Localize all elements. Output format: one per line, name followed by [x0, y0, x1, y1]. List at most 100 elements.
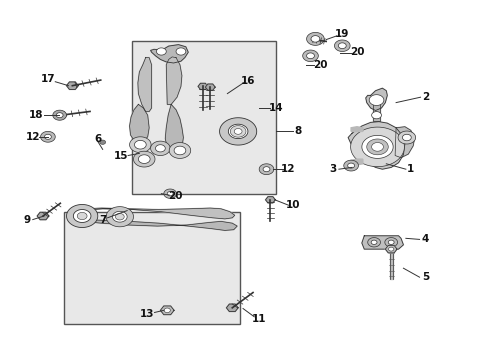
Polygon shape: [306, 32, 324, 45]
Polygon shape: [302, 50, 318, 62]
Polygon shape: [100, 140, 105, 144]
Polygon shape: [165, 104, 183, 149]
Polygon shape: [230, 126, 245, 137]
Text: 11: 11: [251, 314, 266, 324]
Polygon shape: [367, 238, 380, 247]
Text: 8: 8: [294, 126, 301, 136]
Bar: [63, 212, 239, 324]
Polygon shape: [219, 118, 256, 145]
Polygon shape: [366, 139, 387, 155]
Polygon shape: [350, 159, 362, 165]
Polygon shape: [365, 88, 386, 111]
Text: 12: 12: [281, 164, 295, 174]
Text: 12: 12: [26, 132, 41, 142]
Text: 6: 6: [94, 134, 101, 144]
Text: 19: 19: [334, 29, 349, 39]
Polygon shape: [160, 306, 174, 315]
Polygon shape: [263, 167, 269, 172]
Polygon shape: [234, 129, 242, 134]
Text: 20: 20: [349, 47, 364, 57]
Polygon shape: [56, 112, 66, 119]
Polygon shape: [155, 145, 165, 152]
Polygon shape: [384, 238, 397, 247]
Polygon shape: [82, 208, 234, 219]
Text: 15: 15: [114, 150, 128, 161]
Polygon shape: [371, 143, 383, 151]
Text: 18: 18: [28, 110, 43, 120]
Text: 14: 14: [268, 103, 283, 113]
Text: 4: 4: [421, 234, 428, 244]
Polygon shape: [66, 82, 78, 89]
Polygon shape: [370, 240, 376, 244]
Polygon shape: [82, 220, 237, 230]
Polygon shape: [347, 122, 404, 169]
Polygon shape: [389, 250, 392, 279]
Polygon shape: [73, 210, 91, 222]
Text: 20: 20: [312, 60, 327, 70]
Polygon shape: [350, 127, 362, 131]
Polygon shape: [306, 53, 314, 59]
Polygon shape: [198, 83, 207, 90]
Polygon shape: [150, 45, 188, 63]
Polygon shape: [156, 48, 166, 55]
Polygon shape: [166, 57, 182, 104]
Polygon shape: [361, 135, 392, 158]
Polygon shape: [385, 246, 396, 253]
Polygon shape: [350, 127, 404, 167]
Text: 10: 10: [285, 200, 300, 210]
Polygon shape: [174, 146, 185, 155]
Polygon shape: [150, 141, 170, 156]
Polygon shape: [138, 155, 150, 163]
Polygon shape: [41, 131, 55, 142]
Polygon shape: [368, 95, 383, 105]
Polygon shape: [361, 236, 403, 249]
Polygon shape: [66, 204, 98, 228]
Polygon shape: [397, 131, 415, 144]
Polygon shape: [53, 110, 66, 120]
Text: 9: 9: [23, 215, 30, 225]
Polygon shape: [129, 104, 149, 142]
Polygon shape: [343, 160, 358, 171]
Text: 7: 7: [99, 215, 106, 225]
Polygon shape: [265, 197, 275, 203]
Polygon shape: [226, 304, 238, 311]
Polygon shape: [44, 134, 51, 139]
Polygon shape: [259, 164, 273, 175]
Polygon shape: [334, 40, 349, 51]
Text: 1: 1: [407, 164, 413, 174]
Polygon shape: [167, 192, 173, 196]
Polygon shape: [138, 58, 151, 112]
Polygon shape: [228, 124, 247, 139]
Text: 2: 2: [421, 92, 428, 102]
Polygon shape: [388, 247, 393, 251]
Polygon shape: [129, 137, 151, 153]
Polygon shape: [205, 84, 215, 90]
Text: 20: 20: [167, 191, 182, 201]
Polygon shape: [37, 212, 49, 220]
Polygon shape: [402, 134, 410, 141]
Polygon shape: [133, 151, 155, 167]
Polygon shape: [56, 113, 63, 118]
Polygon shape: [77, 212, 87, 220]
Polygon shape: [169, 143, 190, 158]
Polygon shape: [347, 163, 354, 168]
Bar: [132, 41, 276, 194]
Text: 5: 5: [421, 272, 428, 282]
Polygon shape: [338, 43, 346, 49]
Polygon shape: [387, 240, 393, 244]
Polygon shape: [115, 213, 124, 220]
Text: 17: 17: [41, 74, 55, 84]
Polygon shape: [164, 308, 170, 312]
Polygon shape: [176, 48, 185, 55]
Polygon shape: [372, 101, 379, 121]
Text: 13: 13: [139, 309, 154, 319]
Polygon shape: [394, 127, 414, 158]
Polygon shape: [371, 112, 381, 119]
Polygon shape: [310, 36, 319, 42]
Polygon shape: [163, 189, 176, 198]
Polygon shape: [106, 207, 133, 227]
Text: 3: 3: [328, 164, 335, 174]
Polygon shape: [112, 211, 127, 222]
Polygon shape: [134, 140, 146, 149]
Text: 16: 16: [241, 76, 255, 86]
